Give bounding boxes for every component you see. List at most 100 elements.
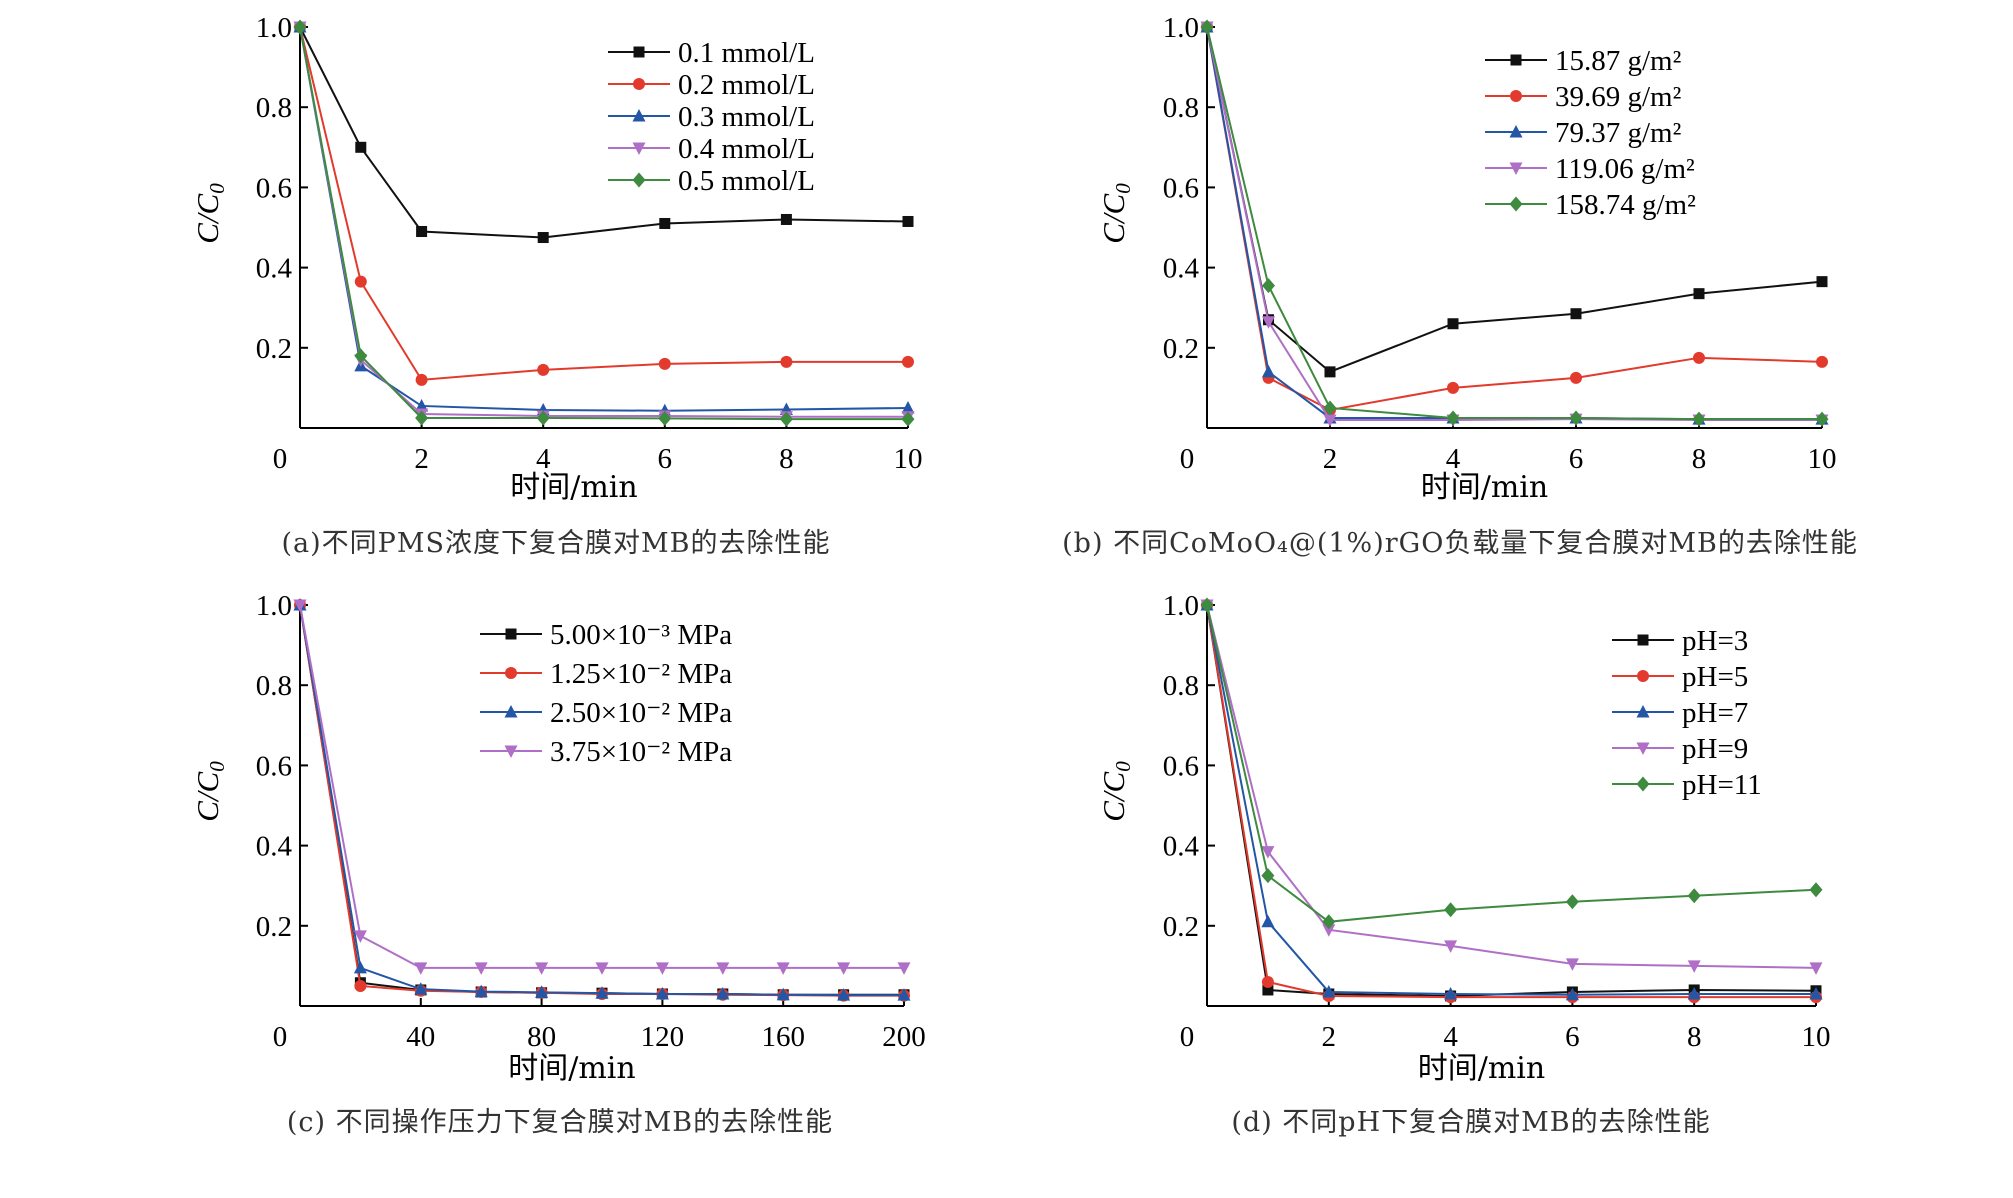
data-point	[1693, 288, 1705, 300]
y-tick-label: 0.2	[1163, 911, 1199, 943]
y-tick-label: 0.8	[256, 670, 292, 702]
y-tick-label: 0.4	[256, 253, 293, 285]
legend-marker	[1637, 634, 1649, 646]
series-5	[293, 19, 915, 427]
data-point	[1261, 914, 1275, 928]
legend-item: pH=3	[1612, 625, 1748, 657]
data-point	[1447, 381, 1459, 394]
data-point	[1323, 400, 1337, 416]
x-tick-label: 10	[1808, 443, 1837, 475]
x-tick-label: 8	[779, 443, 794, 475]
x-tick-label: 6	[658, 443, 673, 475]
legend-marker	[1509, 162, 1523, 175]
legend-marker	[633, 78, 645, 90]
series-line	[299, 26, 909, 239]
legend-item: 15.87 g/m²	[1485, 45, 1682, 77]
chart-panel-d: 1.0 0.8 0.6 0.4 0.2 0 2 4 6 8 10 C/C0 时间/min pH=3 pH=5…	[1096, 590, 1831, 1138]
x-tick-label: 4	[1446, 443, 1461, 475]
legend-label: pH=3	[1682, 625, 1748, 657]
data-point	[716, 986, 730, 1000]
y-tick-label: 0.6	[1163, 750, 1199, 782]
y-tick-label: 0.8	[1163, 670, 1199, 702]
series-5	[1200, 19, 1829, 427]
x-tick-label: 6	[1565, 1021, 1580, 1053]
x-axis-title: 时间/min	[510, 470, 637, 505]
data-point	[837, 962, 851, 975]
data-point	[1809, 962, 1823, 975]
y-tick-label: 1.0	[256, 12, 292, 44]
legend-item: pH=5	[1612, 661, 1748, 693]
legend-marker	[505, 628, 517, 640]
legend-item: pH=7	[1612, 697, 1748, 729]
data-point	[776, 962, 790, 975]
legend-label: 158.74 g/m²	[1555, 189, 1696, 221]
legend-marker	[633, 46, 645, 58]
figure-caption: (a)不同PMS浓度下复合膜对MB的去除性能	[282, 528, 831, 559]
data-point	[1687, 960, 1701, 973]
data-point	[1322, 984, 1336, 998]
legend-item: 2.50×10⁻² MPa	[480, 697, 732, 729]
legend: 5.00×10⁻³ MPa 1.25×10⁻² MPa 2.50×10⁻² MPa 3…	[480, 619, 732, 768]
legend-item: 0.3 mmol/L	[608, 101, 815, 133]
legend-marker	[1636, 705, 1650, 718]
legend-marker	[1637, 670, 1649, 682]
series-line	[299, 26, 909, 412]
data-point	[1324, 366, 1336, 378]
data-point	[414, 962, 428, 975]
series-2	[1201, 21, 1828, 416]
legend-marker	[504, 745, 518, 758]
figure-caption: (b) 不同CoMoO₄@(1%)rGO负载量下复合膜对MB的去除性能	[1062, 528, 1858, 559]
series-line	[1206, 26, 1823, 411]
legend-item: 79.37 g/m²	[1485, 117, 1682, 149]
y-tick-label: 1.0	[1163, 590, 1199, 622]
legend-label: pH=7	[1682, 697, 1748, 729]
legend-item: 119.06 g/m²	[1485, 153, 1695, 185]
legend-label: 0.1 mmol/L	[678, 37, 815, 69]
x-tick-label: 40	[406, 1021, 435, 1053]
series-line	[1206, 26, 1822, 421]
data-point	[535, 962, 549, 975]
data-point	[354, 275, 367, 288]
x-tick-label: 10	[894, 443, 923, 475]
chart-panel-a: 1.0 0.8 0.6 0.4 0.2 0 2 4 6 8 10 C/C0 时间/min 0.1 mmol…	[190, 12, 923, 559]
legend-item: 0.5 mmol/L	[608, 165, 815, 197]
legend-item: 0.2 mmol/L	[608, 69, 815, 101]
data-point	[1262, 364, 1275, 378]
y-tick-label: 0.8	[256, 92, 292, 124]
y-tick-label: 0.4	[256, 831, 293, 863]
x-tick-label: 6	[1569, 443, 1584, 475]
data-point	[1692, 411, 1706, 427]
x-tick-label: 2	[1322, 1021, 1337, 1053]
data-point	[1447, 318, 1459, 330]
data-point	[897, 988, 911, 1001]
series-4	[293, 21, 915, 424]
data-point	[1323, 414, 1337, 427]
data-point	[776, 987, 790, 1001]
y-tick-label: 0.6	[256, 172, 292, 204]
data-point	[293, 19, 307, 35]
legend-label: 79.37 g/m²	[1555, 117, 1682, 149]
x-tick-label: 0	[1180, 443, 1195, 475]
chart-panel-c: 1.0 0.8 0.6 0.4 0.2 0 40 80 120 160 200 C/C0 时间/min 5…	[190, 590, 926, 1138]
data-point	[658, 410, 672, 426]
data-point	[780, 213, 792, 225]
legend: pH=3 pH=5 pH=7 pH=9 pH=11	[1612, 625, 1762, 801]
legend-marker	[505, 667, 517, 679]
x-tick-label: 10	[1802, 1021, 1831, 1053]
legend-item: pH=11	[1612, 769, 1762, 801]
legend-label: 5.00×10⁻³ MPa	[550, 619, 732, 651]
legend-marker	[632, 142, 646, 155]
y-tick-label: 0.4	[1163, 831, 1200, 863]
data-point	[1569, 410, 1583, 426]
legend-item: 0.1 mmol/L	[608, 37, 815, 69]
data-point	[354, 979, 367, 992]
legend-label: pH=9	[1682, 733, 1748, 765]
data-point	[779, 411, 793, 427]
data-point	[416, 226, 428, 238]
y-axis-title: C/C0	[190, 761, 229, 822]
series-line	[299, 26, 908, 418]
data-point	[1261, 868, 1275, 884]
data-point	[537, 363, 550, 376]
x-tick-label: 0	[273, 1021, 288, 1053]
legend-marker	[1510, 54, 1522, 66]
